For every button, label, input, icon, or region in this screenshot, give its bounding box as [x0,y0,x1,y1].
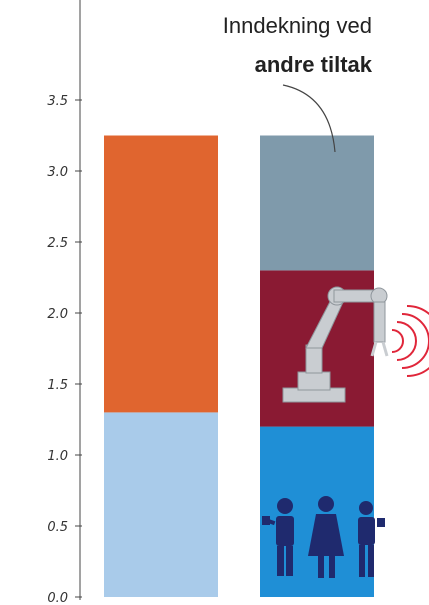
y-tick-label: 0.5 [47,520,68,535]
y-tick-label: 1.0 [47,449,68,464]
bar-1-segment-1 [104,412,218,597]
y-tick-label: 1.5 [47,378,68,393]
y-tick-label: 2.5 [47,236,68,251]
annotation-line2: andre tiltak [255,52,373,77]
bar-1-segment-2 [104,135,218,413]
bar-2-segment-3 [260,135,374,271]
annotation-pointer [282,84,336,153]
signal-waves-icon [391,305,429,377]
bars [104,135,374,597]
y-tick-label: 3.5 [47,94,68,109]
robot-arm-icon [282,286,389,403]
y-tick-label: 2.0 [47,307,68,322]
y-tick-label: 3.0 [47,165,68,180]
people-icon [262,496,385,578]
annotation-line1: Inndekning ved [223,13,372,38]
y-axis-ticks: 0.0 0.5 1.0 1.5 2.0 2.5 3.0 3.5 [47,94,82,605]
y-tick-label: 0.0 [47,591,68,605]
